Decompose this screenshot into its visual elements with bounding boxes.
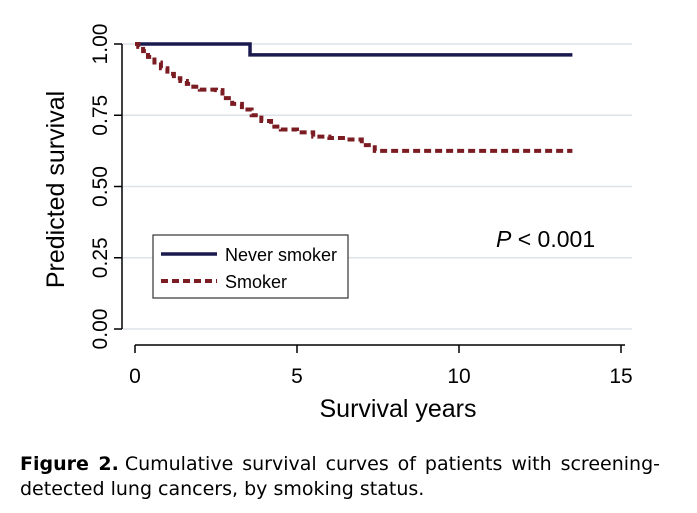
p-value-annotation: P < 0.001	[496, 226, 595, 252]
y-tick-label: 0.50	[89, 166, 112, 207]
series-lines	[135, 42, 573, 153]
y-tick-label: 1.00	[89, 24, 112, 65]
caption-label: Figure 2.	[20, 453, 119, 475]
p-value-text: < 0.001	[511, 226, 595, 252]
series-line-never-smoker	[135, 42, 573, 57]
legend: Never smoker Smoker	[152, 234, 349, 299]
caption-text: Cumulative survival curves of patients w…	[20, 453, 660, 500]
legend-label-never-smoker: Never smoker	[225, 245, 337, 265]
series-line-smoker	[135, 42, 573, 153]
figure-caption: Figure 2. Cumulative survival curves of p…	[20, 452, 660, 502]
y-axis-label: Predicted survival	[42, 91, 70, 288]
x-axis-label: Survival years	[320, 395, 477, 423]
x-axis-ticks: 0 5 10 15	[129, 345, 633, 388]
y-tick-label: 0.25	[89, 237, 112, 278]
legend-label-smoker: Smoker	[225, 272, 287, 292]
y-tick-label: 0.00	[89, 309, 112, 350]
x-tick-label: 10	[447, 365, 470, 388]
y-tick-label: 0.75	[89, 95, 112, 136]
p-symbol: P	[496, 226, 512, 252]
x-tick-label: 5	[291, 365, 303, 388]
legend-box	[152, 234, 349, 299]
x-tick-label: 0	[129, 365, 141, 388]
y-axis-ticks: 0.00 0.25 0.50 0.75 1.00	[89, 24, 122, 350]
survival-chart: 0.00 0.25 0.50 0.75 1.00 0 5 10 15 Predicted su…	[42, 24, 633, 423]
x-tick-label: 15	[609, 365, 632, 388]
